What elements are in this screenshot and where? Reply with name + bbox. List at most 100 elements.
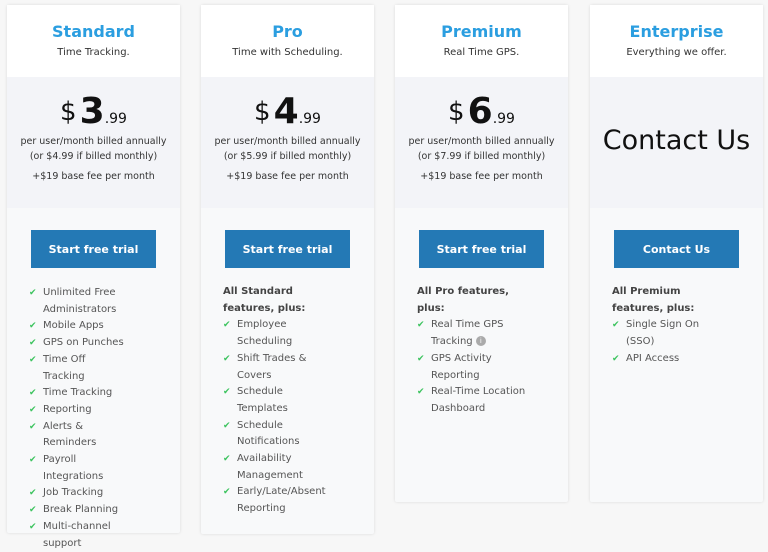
feature-label: GPS on Punches — [43, 337, 124, 349]
check-icon: ✔ — [612, 353, 620, 364]
feature-label: Payroll Integrations — [43, 454, 104, 482]
start-free-trial-button[interactable]: Start free trial — [225, 230, 350, 268]
feature-item: ✔ Alerts & Reminders — [29, 419, 129, 452]
check-icon: ✔ — [417, 387, 425, 398]
check-icon: ✔ — [417, 353, 425, 364]
check-icon: ✔ — [417, 320, 425, 331]
price-cents: .99 — [298, 111, 321, 127]
base-fee: +$19 base fee per month — [32, 171, 155, 182]
feature-item: ✔ Early/Late/Absent Reporting — [223, 484, 333, 517]
feature-label: Reporting — [43, 403, 92, 415]
feature-item: ✔ Unlimited Free Administrators — [29, 285, 129, 318]
plan-card-standard: Standard Time Tracking. $ 3.99 per user/m… — [7, 5, 180, 549]
feature-label: Availability Management — [237, 453, 303, 481]
check-icon: ✔ — [29, 321, 37, 332]
start-free-trial-button[interactable]: Start free trial — [31, 230, 156, 268]
check-icon: ✔ — [29, 338, 37, 349]
billing-monthly: (or $5.99 if billed monthly) — [223, 151, 352, 162]
check-icon: ✔ — [223, 320, 231, 331]
billing-monthly: (or $4.99 if billed monthly) — [29, 151, 158, 162]
contact-us-text: Contact Us — [602, 125, 751, 156]
price-cents: .99 — [104, 111, 127, 127]
check-icon: ✔ — [612, 320, 620, 331]
feature-item: ✔ Mobile Apps — [29, 318, 129, 335]
feature-item: ✔ GPS Activity Reporting — [417, 351, 527, 384]
check-icon: ✔ — [29, 488, 37, 499]
price-whole: 4 — [273, 91, 299, 132]
feature-label: Schedule Templates — [237, 386, 288, 414]
feature-label: Employee Scheduling — [237, 319, 293, 348]
feature-item: ✔ Employee Scheduling — [223, 317, 333, 350]
check-icon: ✔ — [29, 404, 37, 415]
feature-label: Break Planning — [43, 504, 119, 516]
plan-tagline: Time with Scheduling. — [232, 47, 343, 58]
check-icon: ✔ — [29, 505, 37, 516]
check-icon: ✔ — [29, 288, 37, 298]
feature-label: Single Sign On (SSO) — [626, 319, 700, 348]
check-icon: ✔ — [223, 353, 231, 364]
check-icon: ✔ — [29, 521, 37, 532]
check-icon: ✔ — [29, 455, 37, 466]
feature-item: ✔ Schedule Notifications — [223, 418, 333, 451]
feature-label: Shift Trades & Covers — [237, 352, 307, 381]
price-section: $ 3.99 per user/month billed annually (o… — [7, 77, 180, 208]
feature-label: Multi-channel support — [43, 520, 111, 549]
feature-label: Job Tracking — [43, 487, 104, 499]
feature-item: ✔ Multi-channel support — [29, 519, 129, 552]
plan-header: Standard Time Tracking. — [7, 5, 180, 77]
feature-label: Real-Time Location Dashboard — [431, 386, 526, 414]
feature-label: Early/Late/Absent Reporting — [237, 486, 326, 515]
plan-tagline: Time Tracking. — [57, 47, 130, 58]
plan-card-premium: Premium Real Time GPS. $ 6.99 per user/mo… — [395, 5, 568, 502]
billing-annual: per user/month billed annually — [20, 136, 167, 147]
feature-item: ✔ Job Tracking — [29, 485, 129, 502]
features-intro: All Standard features, plus: — [223, 286, 306, 314]
check-icon: ✔ — [223, 387, 231, 398]
price: $ 4.99 — [201, 77, 374, 133]
plan-header: Premium Real Time GPS. — [395, 5, 568, 77]
feature-label: Time Off Tracking — [43, 353, 86, 382]
feature-item: ✔ Break Planning — [29, 502, 129, 519]
features-intro: All Premium features, plus: — [612, 286, 695, 314]
check-icon: ✔ — [29, 388, 37, 399]
feature-label: Time Tracking — [43, 387, 113, 399]
feature-item: ✔ Real Time GPS Tracking i — [417, 317, 527, 350]
feature-item: ✔ Shift Trades & Covers — [223, 351, 333, 384]
plan-tagline: Real Time GPS. — [443, 47, 520, 58]
currency: $ — [448, 97, 465, 127]
plan-name: Pro — [272, 22, 303, 41]
check-icon: ✔ — [223, 454, 231, 465]
contact-us-button[interactable]: Contact Us — [614, 230, 739, 268]
feature-list: All Pro features, plus: ✔ Real Time GPS Tr… — [417, 284, 527, 418]
feature-item: ✔ API Access — [612, 351, 727, 368]
check-icon: ✔ — [223, 420, 231, 431]
price-whole: 6 — [467, 91, 493, 132]
billing-monthly: (or $7.99 if billed monthly) — [417, 151, 546, 162]
billing-annual: per user/month billed annually — [214, 136, 361, 147]
base-fee: +$19 base fee per month — [420, 171, 543, 182]
info-icon[interactable]: i — [475, 336, 486, 347]
billing-annual: per user/month billed annually — [408, 136, 555, 147]
start-free-trial-button[interactable]: Start free trial — [419, 230, 544, 268]
price-whole: 3 — [79, 91, 105, 132]
feature-item: ✔ Reporting — [29, 402, 129, 419]
plan-header: Pro Time with Scheduling. — [201, 5, 374, 77]
currency: $ — [254, 97, 271, 127]
feature-list: ✔ Unlimited Free Administrators ✔ Mobile Ap… — [29, 285, 129, 552]
price-cents: .99 — [492, 111, 515, 127]
feature-item: ✔ Availability Management — [223, 451, 333, 484]
check-icon: ✔ — [29, 354, 37, 365]
price-section: Contact Us — [590, 77, 763, 208]
feature-list: All Premium features, plus: ✔ Single Sign … — [612, 284, 727, 368]
feature-label: Unlimited Free Administrators — [43, 287, 117, 315]
feature-item: ✔ Time Off Tracking — [29, 352, 129, 385]
price: $ 3.99 — [7, 77, 180, 133]
feature-item: ✔ Single Sign On (SSO) — [612, 317, 727, 350]
price-section: $ 4.99 per user/month billed annually (o… — [201, 77, 374, 208]
plan-name: Premium — [441, 22, 522, 41]
feature-label: GPS Activity Reporting — [431, 352, 492, 381]
feature-item: ✔ Time Tracking — [29, 385, 129, 402]
features-intro: All Pro features, plus: — [417, 286, 509, 314]
feature-item: ✔ Payroll Integrations — [29, 452, 129, 485]
feature-list: All Standard features, plus: ✔ Employee Sc… — [223, 284, 333, 518]
